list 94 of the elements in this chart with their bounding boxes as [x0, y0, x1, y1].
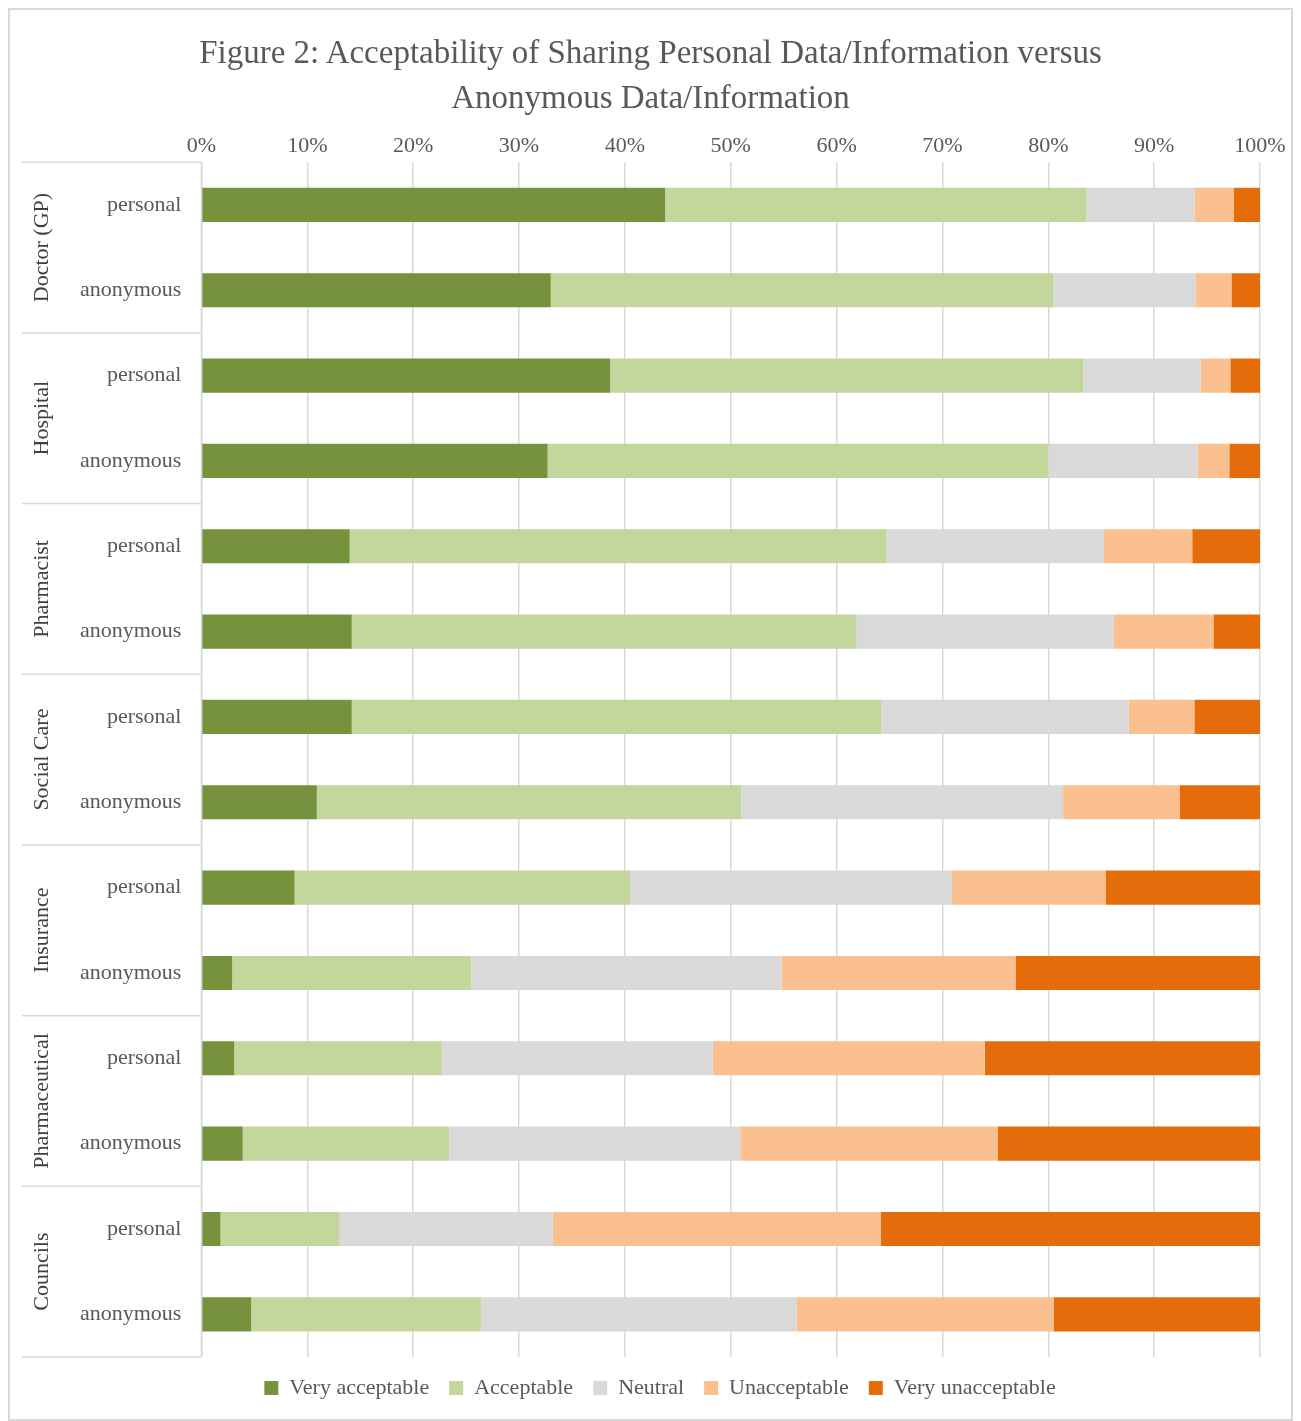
bar: [997, 1126, 1260, 1161]
bar: [349, 529, 887, 564]
y-tick-label: anonymous: [79, 617, 182, 643]
legend-label: Acceptable: [474, 1373, 574, 1399]
bar: [294, 870, 631, 905]
bar: [740, 1126, 998, 1161]
bar: [1053, 1297, 1260, 1332]
y-tick-label: personal: [106, 361, 182, 387]
y-tick-label: personal: [106, 1044, 182, 1070]
legend-label: Very unacceptable: [893, 1373, 1056, 1399]
x-tick-label: 100%: [1234, 131, 1286, 157]
bar: [242, 1126, 450, 1161]
bar: [1015, 955, 1260, 991]
bar: [251, 1297, 481, 1332]
bar: [610, 358, 1084, 393]
x-tick-label: 10%: [287, 131, 328, 157]
bar: [984, 1041, 1260, 1076]
bar: [1229, 443, 1260, 479]
y-tick-label: anonymous: [79, 1129, 182, 1155]
legend-label: Neutral: [618, 1373, 685, 1399]
bar: [547, 443, 1049, 479]
text: Pharmacist: [27, 540, 53, 638]
bar: [881, 1212, 1260, 1247]
bar: [1231, 273, 1260, 308]
text: Pharmaceutical: [27, 1033, 53, 1169]
bar: [202, 870, 295, 905]
y-tick-label: anonymous: [79, 788, 182, 814]
bar: [202, 614, 352, 649]
bar: [712, 1041, 985, 1076]
x-tick-label: 30%: [498, 131, 540, 157]
text: Councils: [27, 1232, 53, 1311]
text: Hospital: [27, 381, 53, 456]
chart-title: Figure 2: Acceptability of Sharing Personal Data/Information versus Anonymous Data/Information: [198, 33, 1103, 117]
text: Doctor (GP): [27, 192, 53, 303]
y-tick-label: personal: [106, 1214, 182, 1240]
bar: [1233, 187, 1260, 223]
bar: [220, 1212, 340, 1247]
bar: [202, 785, 317, 820]
bar: [1194, 699, 1260, 735]
bar: [1195, 273, 1232, 308]
bar: [202, 1297, 252, 1332]
legend-label: Unacceptable: [729, 1373, 849, 1399]
y-tick-label: anonymous: [79, 276, 182, 302]
y-tick-label: personal: [106, 532, 182, 558]
bar: [202, 1212, 221, 1247]
bar: [1179, 785, 1260, 820]
bar: [351, 699, 882, 735]
y-tick-label: personal: [106, 190, 182, 216]
bar: [202, 699, 352, 735]
bar: [1197, 443, 1230, 479]
x-tick-label: 50%: [710, 131, 751, 157]
bar: [202, 273, 551, 308]
y-tick-label: personal: [106, 873, 182, 899]
bar: [1063, 785, 1180, 820]
text: Social Care: [27, 708, 53, 811]
bar: [234, 1041, 442, 1076]
bar: [1113, 614, 1214, 649]
y-tick-label: anonymous: [79, 446, 182, 472]
legend-label: Very acceptable: [289, 1373, 430, 1399]
bar: [781, 955, 1016, 991]
bar: [351, 614, 857, 649]
y-tick-label: personal: [106, 702, 182, 728]
x-tick-label: 40%: [604, 131, 646, 157]
x-tick-label: 80%: [1028, 131, 1069, 157]
bar: [1103, 529, 1193, 564]
x-tick-label: 90%: [1133, 131, 1175, 157]
bar: [1192, 529, 1260, 564]
bar: [1128, 699, 1195, 735]
text: Insurance: [27, 887, 53, 974]
bar: [316, 785, 742, 820]
x-tick-label: 20%: [392, 131, 434, 157]
bar: [202, 955, 233, 991]
bar: [665, 187, 1087, 223]
bar: [1194, 187, 1234, 223]
bar: [1213, 614, 1260, 649]
bar: [202, 187, 666, 223]
bar: [202, 443, 548, 479]
bar: [796, 1297, 1054, 1332]
bar: [1200, 358, 1231, 393]
x-tick-label: 0%: [186, 131, 217, 157]
x-tick-label: 70%: [922, 131, 963, 157]
bar: [202, 1041, 235, 1076]
bar: [202, 1126, 243, 1161]
bar: [1105, 870, 1260, 905]
bar: [550, 273, 1054, 308]
bar: [202, 358, 611, 393]
y-tick-label: anonymous: [79, 958, 182, 984]
y-tick-label: anonymous: [79, 1300, 182, 1326]
x-tick-label: 60%: [816, 131, 857, 157]
bar: [552, 1212, 882, 1247]
bar: [951, 870, 1106, 905]
bar: [202, 529, 350, 564]
bar: [232, 955, 472, 991]
bar: [1230, 358, 1260, 393]
